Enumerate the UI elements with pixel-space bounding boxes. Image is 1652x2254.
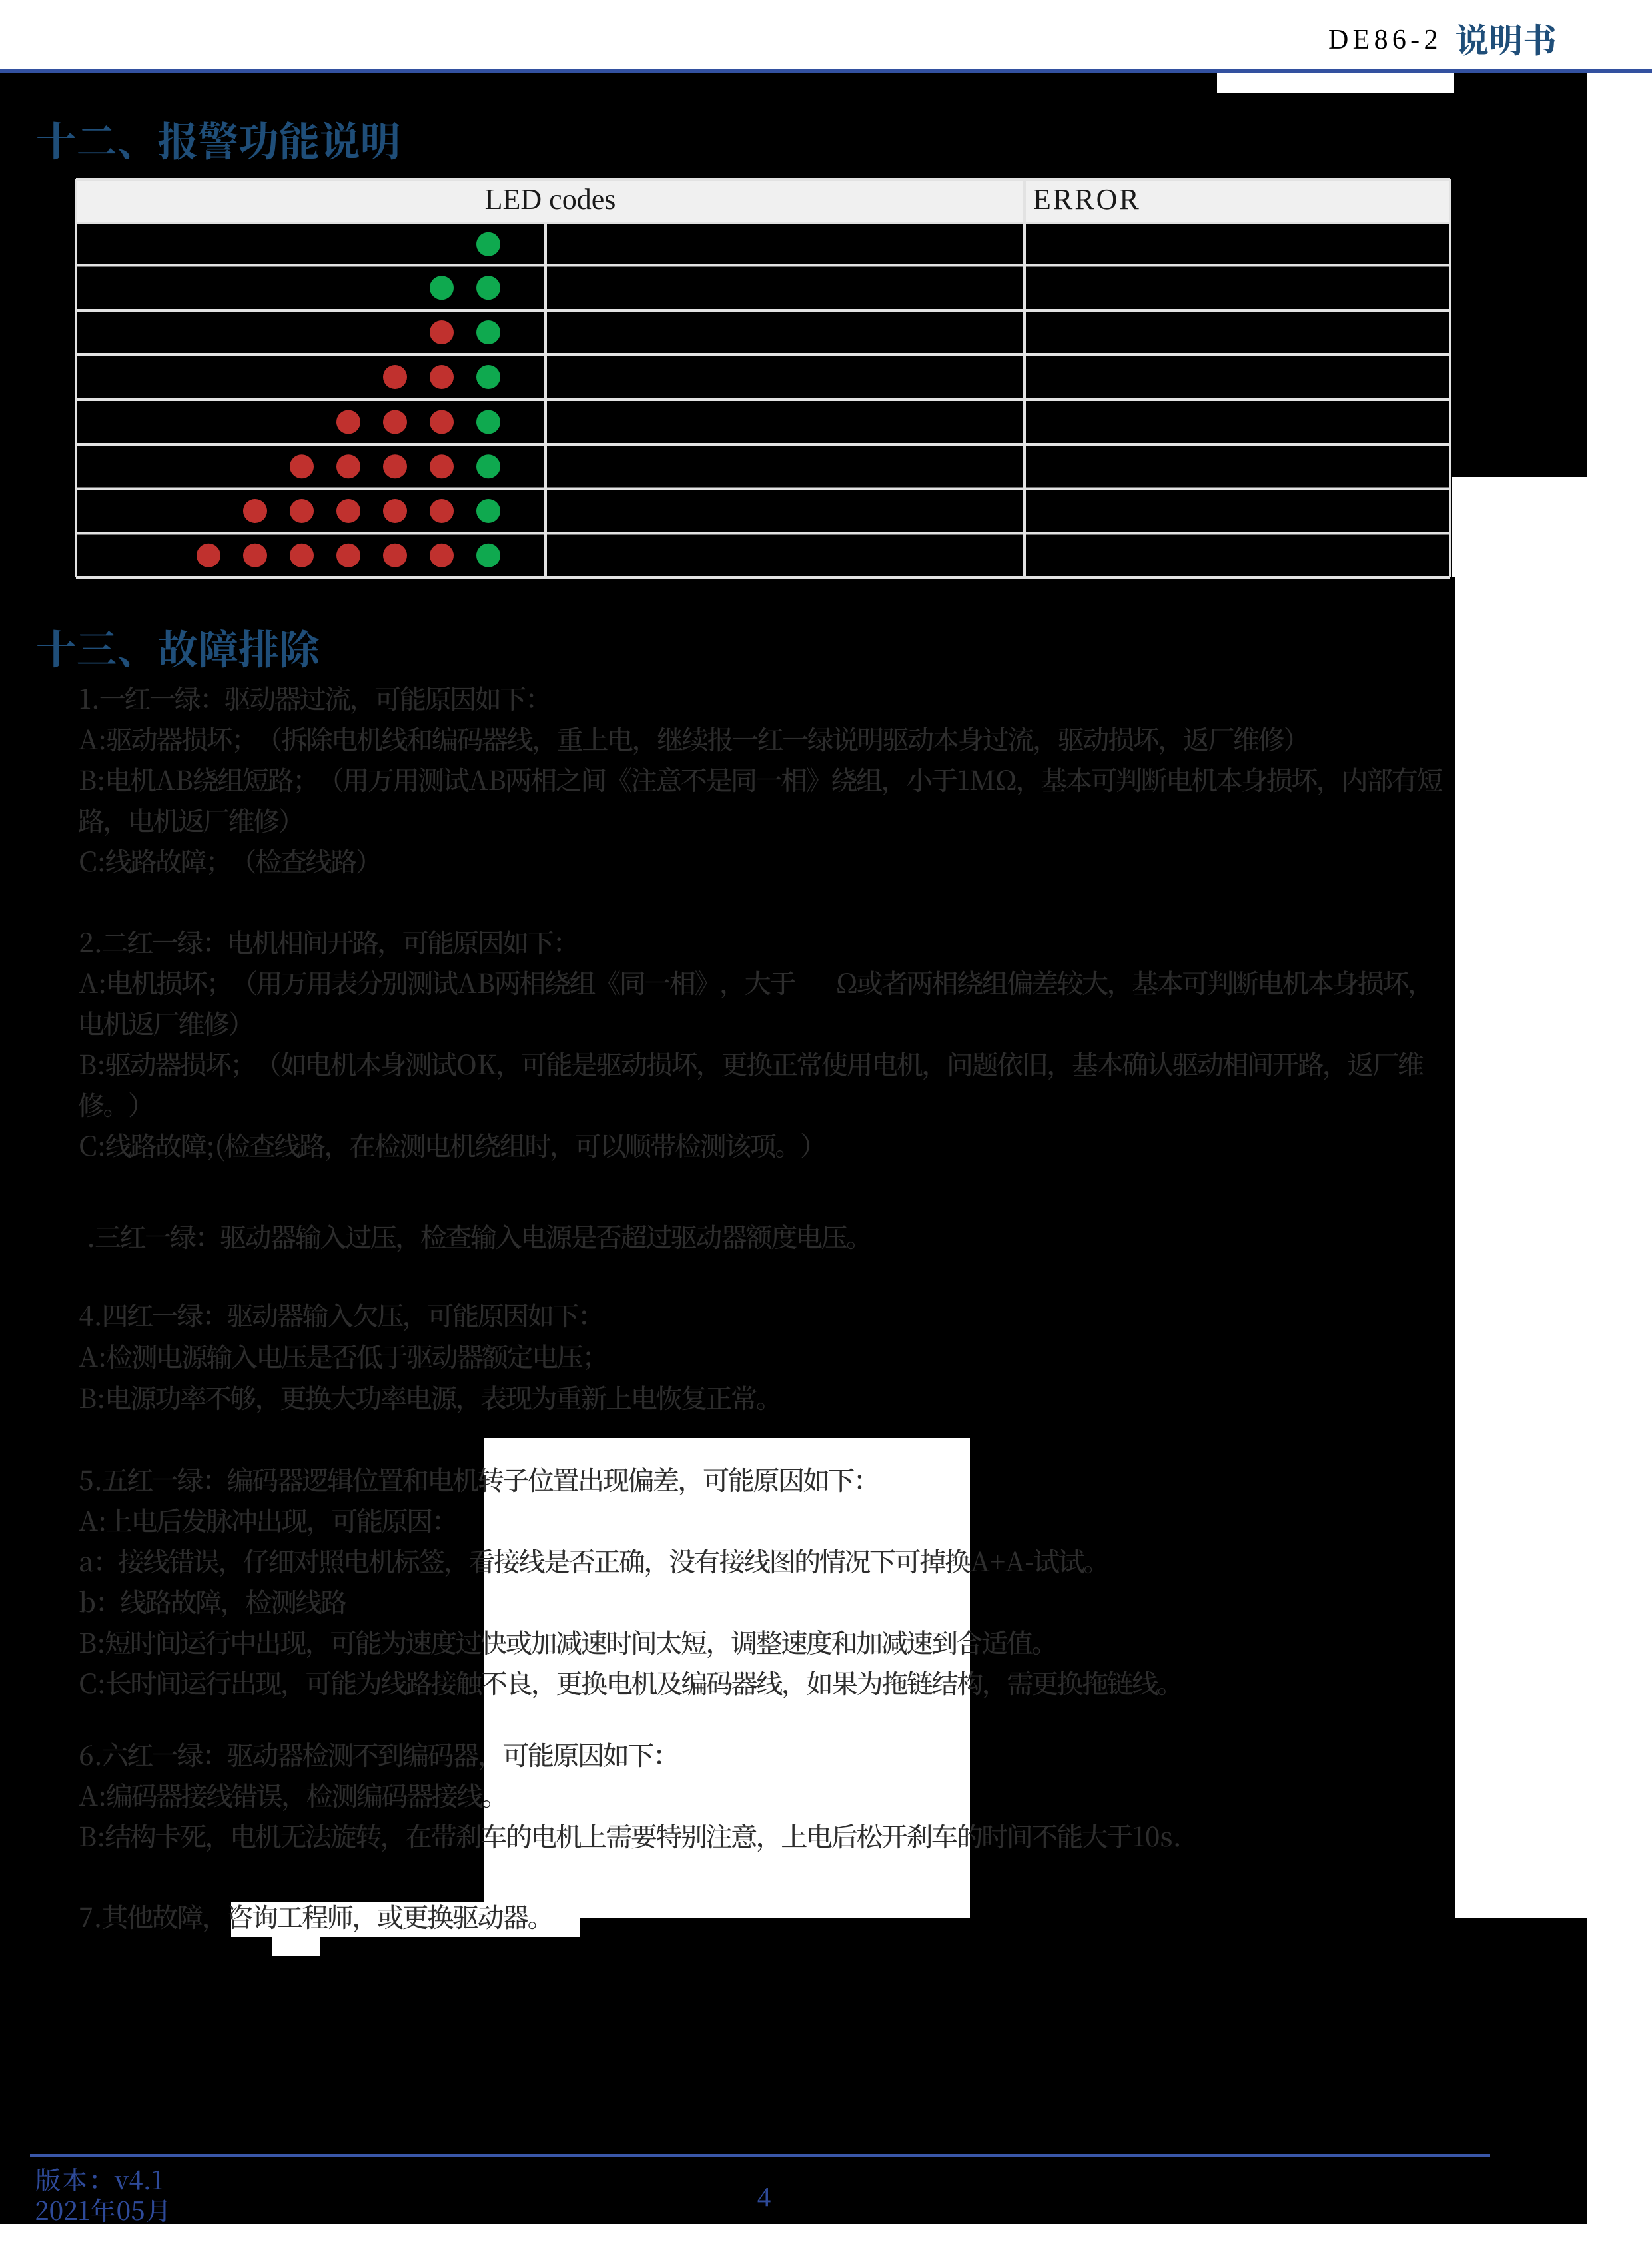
svg-text:4: 4 xyxy=(757,2181,771,2212)
svg-text:LED codes: LED codes xyxy=(485,183,616,216)
svg-text:ERROR: ERROR xyxy=(1033,183,1141,216)
svg-text:DE86-2: DE86-2 xyxy=(1328,25,1442,55)
